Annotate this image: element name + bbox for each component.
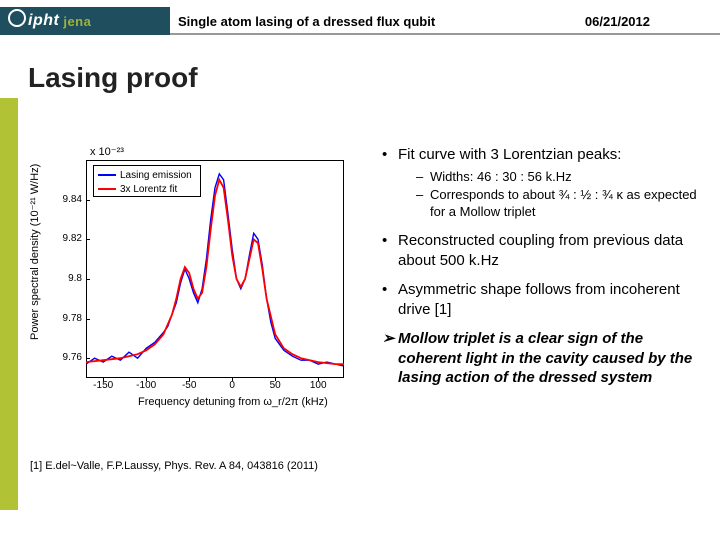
x-axis-label: Frequency detuning from ω_r/2π (kHz) [138, 396, 328, 408]
presentation-date: 06/21/2012 [585, 14, 650, 29]
x-tick-label: -50 [174, 380, 204, 391]
legend-label: Lasing emission [120, 170, 192, 181]
y-tick-label: 9.8 [54, 273, 82, 284]
bullet-item: Asymmetric shape follows from incoherent… [380, 280, 710, 319]
side-accent [0, 98, 18, 510]
x-tick-label: 50 [260, 380, 290, 391]
x-tick-label: -100 [131, 380, 161, 391]
legend-swatch-icon [98, 188, 116, 190]
y-axis-label: Power spectral density (10⁻²¹ W/Hz) [28, 164, 41, 340]
bullet-text: Fit curve with 3 Lorentzian peaks: [398, 146, 621, 163]
x-tick-label: 0 [217, 380, 247, 391]
y-exponent: x 10⁻²³ [90, 145, 124, 158]
sub-bullet: Widths: 46 : 30 : 56 k.Hz [416, 169, 710, 186]
y-tick-label: 9.78 [54, 313, 82, 324]
legend-swatch-icon [98, 174, 116, 176]
presentation-title: Single atom lasing of a dressed flux qub… [178, 14, 435, 29]
header-bar: ipht jena Single atom lasing of a dresse… [0, 0, 720, 42]
chart-legend: Lasing emission 3x Lorentz fit [93, 165, 201, 197]
legend-label: 3x Lorentz fit [120, 184, 177, 195]
y-tick-label: 9.82 [54, 233, 82, 244]
citation: [1] E.del~Valle, F.P.Laussy, Phys. Rev. … [30, 460, 320, 474]
x-tick-label: 100 [303, 380, 333, 391]
bullet-list: Fit curve with 3 Lorentzian peaks: Width… [380, 145, 710, 398]
bullet-item: Reconstructed coupling from previous dat… [380, 231, 710, 270]
sub-bullet: Corresponds to about ¾ : ½ : ¾ κ as expe… [416, 187, 710, 221]
legend-row: Lasing emission [98, 168, 196, 182]
bullet-item-emphasis: Mollow triplet is a clear sign of the co… [380, 329, 710, 388]
header-rule [170, 33, 720, 35]
chart: x 10⁻²³ Power spectral density (10⁻²¹ W/… [28, 140, 358, 420]
x-tick-label: -150 [88, 380, 118, 391]
slide-title: Lasing proof [28, 62, 198, 94]
bullet-item: Fit curve with 3 Lorentzian peaks: Width… [380, 145, 710, 221]
logo: ipht jena [0, 7, 170, 35]
legend-row: 3x Lorentz fit [98, 182, 196, 196]
y-tick-label: 9.76 [54, 352, 82, 363]
y-tick-label: 9.84 [54, 194, 82, 205]
logo-subtext: jena [63, 14, 91, 29]
logo-text: ipht [28, 12, 59, 30]
